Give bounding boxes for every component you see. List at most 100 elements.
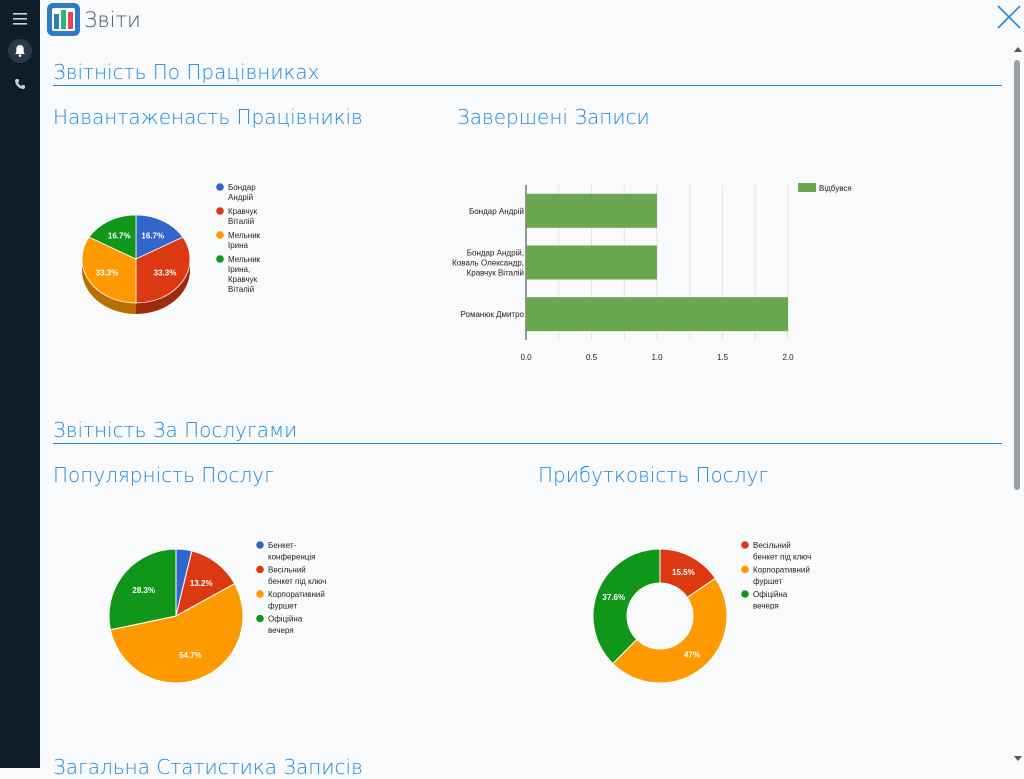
slice-label: 16.7% xyxy=(108,231,131,240)
legend-label: Кравчук xyxy=(228,275,258,284)
legend-marker xyxy=(216,255,224,263)
sidebar xyxy=(0,0,40,768)
legend-label: Офіційна xyxy=(753,590,788,599)
popularity-pie-chart: 13.2% 54.7% 28.3% Бенкет-конференція Весільн… xyxy=(108,541,326,684)
bar xyxy=(526,297,788,332)
section-title-employees: Звітність По Працівниках xyxy=(53,60,320,84)
legend-label: Весільний xyxy=(753,541,791,550)
scroll-up-arrow-icon xyxy=(1014,47,1022,52)
legend-marker xyxy=(798,183,816,192)
pie-slice xyxy=(81,236,137,304)
legend-label: Кравчук xyxy=(228,207,258,216)
category-label: Бондар Андрій, xyxy=(467,249,524,258)
profitability-donut-chart: 15.5% 47% 37.6% Весільний бенкет під ключ Кор… xyxy=(592,541,811,684)
legend-label: вечеря xyxy=(268,626,294,635)
slice-label: 47% xyxy=(684,650,700,659)
category-label: Кравчук Віталій xyxy=(467,269,524,278)
legend-label: Віталій xyxy=(228,285,254,294)
chart-title-completed: Завершені Записи xyxy=(457,105,650,129)
legend-label: Віталій xyxy=(228,217,254,226)
header: Звіти xyxy=(40,0,1024,40)
bar-chart-icon xyxy=(54,10,73,29)
legend-label: Ірина, xyxy=(228,265,250,274)
reports-app-icon xyxy=(47,3,80,36)
legend-label: бенкет під ключ xyxy=(753,553,811,562)
chart-title-popularity: Популярність Послуг xyxy=(53,463,274,487)
legend-label: Відбувся xyxy=(819,184,852,193)
legend-label: Мельник xyxy=(228,255,261,264)
pie-slice xyxy=(135,236,191,304)
legend-label: Корпоративний xyxy=(753,566,810,575)
slice-label: 37.6% xyxy=(602,593,625,602)
legend-label: Весільний xyxy=(268,566,306,575)
page-title: Звіти xyxy=(84,8,141,32)
section-divider xyxy=(53,85,1002,86)
legend-label: Корпоративний xyxy=(268,590,325,599)
category-label: Бондар Андрій xyxy=(469,207,524,216)
category-label: Романюк Дмитро xyxy=(461,310,525,319)
tick-label: 1.5 xyxy=(717,353,729,362)
section-title-general: Загальна Статистика Записів xyxy=(53,755,363,779)
legend-marker xyxy=(741,565,749,574)
bar xyxy=(526,193,657,228)
legend-marker xyxy=(741,590,749,598)
legend-label: фуршет xyxy=(268,602,297,611)
pie-slice xyxy=(108,548,177,631)
slice-label: 33.3% xyxy=(96,269,119,278)
legend-marker xyxy=(256,614,264,623)
slice-label: 16.7% xyxy=(141,231,164,240)
pie-slice xyxy=(175,550,236,617)
legend-label: вечеря xyxy=(753,602,779,611)
pie-slice-side xyxy=(82,259,136,314)
workload-pie-chart: 16.7%33.3%33.3%16.7%БондарАндрійКравчукВ… xyxy=(81,183,261,314)
scrollbar-thumb[interactable] xyxy=(1014,60,1020,490)
category-label: Коваль Олександр, xyxy=(452,259,524,268)
calls-button[interactable] xyxy=(6,71,34,97)
close-button[interactable] xyxy=(994,2,1024,32)
legend-label: фуршет xyxy=(753,577,782,586)
section-title-services: Звітність За Послугами xyxy=(53,418,298,442)
bar xyxy=(526,245,657,280)
scroll-down-arrow-icon xyxy=(1014,756,1022,761)
close-icon xyxy=(997,5,1021,29)
completed-bar-chart: Бондар Андрій Бондар Андрій,Коваль Олекса… xyxy=(452,183,852,362)
scrollbar[interactable] xyxy=(1012,40,1024,768)
pie-slice xyxy=(135,214,184,260)
legend-marker xyxy=(256,541,264,549)
legend-label: Бенкет- xyxy=(268,541,297,550)
legend-label: Мельник xyxy=(228,231,261,240)
slice-label: 28.3% xyxy=(132,586,155,595)
pie-slice xyxy=(88,214,137,260)
slice-label: 15.5% xyxy=(672,568,695,577)
slice-label: 54.7% xyxy=(179,651,202,660)
slice-label: 13.2% xyxy=(190,579,213,588)
tick-label: 1.0 xyxy=(651,353,663,362)
tick-label: 0.0 xyxy=(520,353,532,362)
legend-marker xyxy=(216,207,224,215)
slice-label: 33.3% xyxy=(154,269,177,278)
legend-label: Бондар xyxy=(228,183,256,192)
menu-icon xyxy=(13,13,27,25)
bell-icon xyxy=(8,39,32,63)
pie-slice xyxy=(612,577,728,684)
tick-label: 2.0 xyxy=(782,353,794,362)
pie-slice xyxy=(109,583,244,684)
legend-label: Офіційна xyxy=(268,615,303,624)
section-divider xyxy=(53,443,1002,444)
pie-slice-side xyxy=(136,259,190,314)
tick-label: 0.5 xyxy=(586,353,598,362)
legend-label: бенкет під ключ xyxy=(268,577,326,586)
legend-marker xyxy=(256,590,264,598)
notifications-button[interactable] xyxy=(6,38,34,64)
legend-label: конференція xyxy=(268,553,316,562)
legend-marker xyxy=(256,565,264,574)
chart-title-profitability: Прибутковість Послуг xyxy=(538,463,769,487)
phone-icon xyxy=(15,79,25,89)
legend-label: Ірина xyxy=(228,241,249,250)
menu-button[interactable] xyxy=(6,6,34,32)
pie-slice xyxy=(592,548,661,665)
legend-marker xyxy=(216,231,224,239)
legend-marker xyxy=(216,183,224,191)
chart-title-workload: Навантаженасть Працівників xyxy=(53,105,363,129)
legend-marker xyxy=(741,541,749,549)
